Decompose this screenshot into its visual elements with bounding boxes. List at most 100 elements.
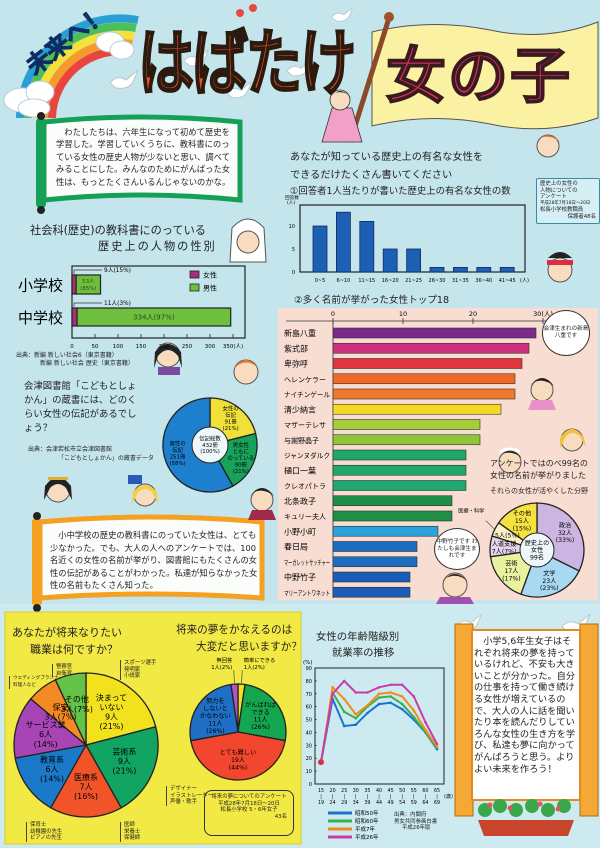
legend-label: 平成7年: [355, 825, 375, 833]
pie-center-label: 99名: [530, 553, 544, 561]
axis-tick-label: 60: [422, 788, 428, 794]
textbook-chart-title-1: 社会科(歴史)の教科書にのっている: [30, 224, 206, 237]
textbook-source-2: 新編 新しい社会 歴史（東京書籍）: [40, 360, 134, 367]
note-item: 保育士: [30, 822, 47, 828]
legend-label: 男性: [203, 284, 217, 293]
pie-slice: [230, 683, 239, 733]
pie-slice: [190, 731, 286, 781]
note-item: 保健師: [124, 835, 141, 842]
pie-label: 5人(5%): [495, 533, 520, 540]
category-label: 小学校: [18, 277, 63, 295]
bar-category-label: ヘレンケラー: [284, 376, 326, 384]
note-line: 松長小学校教職員: [540, 207, 584, 214]
dove-icon: [109, 69, 139, 89]
axis-tick-label: 0: [331, 310, 335, 318]
pie-label: 努力を: [206, 697, 225, 705]
girl-dress: [321, 107, 363, 143]
axis-tick-label: 50: [92, 344, 99, 350]
hair: [250, 488, 274, 496]
character-illustration: [154, 342, 182, 375]
axis-tick-label: |: [436, 794, 438, 800]
pie-label: その他: [65, 694, 89, 704]
data-point: [424, 728, 427, 732]
bar-category-label: ナイチンゲール: [284, 390, 330, 399]
pie-label: のっている: [227, 455, 254, 462]
note-item: デザイナー: [170, 786, 197, 792]
axis-tick-label: 54: [399, 800, 405, 806]
blossom: [487, 802, 493, 808]
bar: [332, 541, 418, 552]
axis-tick-label: 55: [411, 788, 417, 794]
hair: [132, 485, 158, 504]
employment-source: 出典：内閣府 男女共同参画白書 平成26年版: [394, 812, 437, 832]
character-illustration: [436, 572, 474, 604]
bar: [332, 419, 481, 430]
callout-line: [241, 670, 243, 684]
note-line: 将来の夢についてのアンケート: [211, 794, 287, 800]
bar: [359, 220, 375, 273]
pie-center-label: (100%): [200, 449, 220, 455]
pie-center: [519, 532, 555, 568]
total-names-text-2: 女性の名前が挙がりました: [490, 471, 586, 480]
scroll-paper: [41, 114, 243, 203]
axis-tick-label: 44: [376, 800, 382, 806]
data-point: [412, 695, 416, 698]
bar: [332, 525, 439, 537]
bar-female: [71, 274, 77, 295]
pie-slice: [85, 726, 159, 809]
category-label: 中学校: [18, 309, 63, 327]
axis-tick-label: |: [332, 794, 334, 800]
headband: [547, 260, 573, 265]
pie-label: 3人(7%): [61, 705, 93, 714]
note-item: 幼稚園の先生: [30, 828, 63, 835]
axis-tick-label: 21~25: [405, 278, 422, 284]
pie-callout-label: 簡単にできる: [244, 656, 276, 664]
hair: [442, 574, 468, 582]
crown: [48, 477, 68, 480]
pie-label: (26%): [251, 724, 270, 731]
axis-tick-label: 30: [353, 788, 359, 794]
note-line: 保護者48名: [567, 213, 596, 220]
axis-tick-label: 39: [364, 800, 370, 806]
dream-difficulty-pie: 簡単にできる1人(2%)無回答1人(2%)がんばればできる11人(26%)とても…: [189, 656, 287, 781]
pie-label: 芸術系: [112, 747, 136, 757]
axis-tick-label: |: [378, 794, 380, 800]
pie-label: (16%): [74, 792, 98, 801]
note-item: 栄養士: [124, 828, 141, 835]
hair: [548, 252, 572, 258]
bar-male: [76, 307, 232, 327]
hair: [530, 378, 554, 386]
bar: [429, 266, 445, 273]
intro-scroll: [36, 112, 243, 214]
bar-category-label: 樋口一葉: [284, 465, 316, 475]
y-axis-label: (人): [287, 200, 295, 206]
bar-label: 53人: [82, 278, 95, 285]
data-point: [389, 701, 392, 705]
flag-title: 女の子: [385, 41, 572, 113]
legend-swatch: [189, 283, 200, 292]
axis-tick-label: 31~35: [452, 278, 469, 284]
pie-slice: [189, 683, 239, 742]
axis-tick-label: 20: [330, 788, 336, 794]
pie-label: 19人: [231, 757, 245, 764]
pie-label: がんばれば: [245, 701, 277, 709]
note-line: 松長小学校 5・6年女子: [220, 807, 278, 814]
shirt: [158, 367, 180, 375]
data-point: [366, 691, 369, 694]
data-point: [331, 692, 334, 696]
axis-tick-label: 0~5: [315, 278, 326, 284]
summary-text: 小中学校の歴史の教科書にのっていた女性は、とても少なかった。でも、大人の人へのア…: [50, 530, 258, 591]
pie-center-label: 歴史上の: [525, 539, 550, 547]
pie-callout-label: 医療・科学: [458, 507, 484, 515]
conclusion-text: 小学5,6年生女子はそれぞれ将来の夢を持っているけれど、不安も大きいことが分かっ…: [474, 636, 576, 775]
survey-question-1: あなたが知っている歴史上の有名な女性を: [290, 152, 484, 163]
blossom: [537, 801, 543, 807]
window-paper: [471, 629, 581, 801]
summary-scroll: [32, 512, 265, 612]
data-point: [435, 745, 439, 748]
data-point: [342, 679, 346, 683]
bar-label: 334人(97%): [133, 314, 175, 322]
axis-tick-label: 60: [306, 705, 312, 711]
pie-callout-label: 無回答: [216, 656, 233, 664]
pie-label: 91冊: [224, 419, 237, 426]
